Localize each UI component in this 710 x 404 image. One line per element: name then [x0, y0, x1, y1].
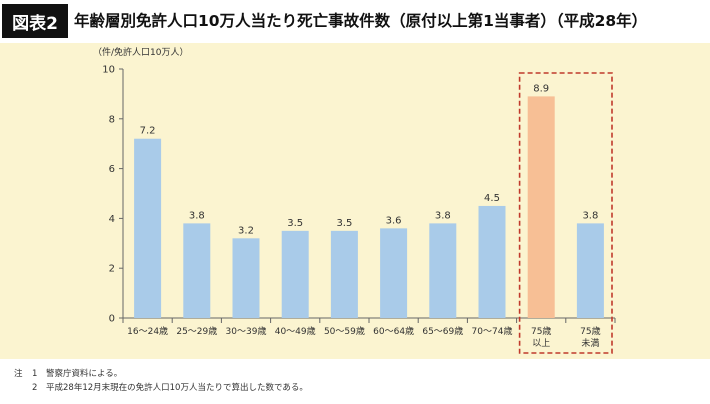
figure-header: 図表2 年齢層別免許人口10万人当たり死亡事故件数（原付以上第1当事者）（平成2…: [0, 0, 710, 42]
bar-value-label: 3.8: [435, 210, 451, 221]
y-tick-label: 4: [109, 214, 115, 225]
footnotes: 注 1 警察庁資料による。 2 平成28年12月末現在の免許人口10万人当たりで算出し…: [14, 367, 308, 395]
footnote-number: 1: [32, 369, 38, 379]
x-tick-label: 16～24歳: [127, 325, 168, 337]
x-tick-label: 以上: [532, 338, 550, 349]
bar: [380, 228, 408, 318]
bar: [281, 230, 309, 318]
x-tick-label: 60～64歳: [373, 325, 414, 337]
figure-badge: 図表2: [2, 4, 68, 38]
y-tick-label: 0: [109, 314, 115, 325]
bar: [134, 138, 162, 318]
x-tick-label: 40～49歳: [275, 325, 316, 337]
bar: [527, 96, 555, 318]
x-tick-label: 75歳: [531, 325, 551, 337]
footnote-text: 平成28年12月末現在の免許人口10万人当たりで算出した数である。: [46, 383, 308, 393]
figure-title: 年齢層別免許人口10万人当たり死亡事故件数（原付以上第1当事者）（平成28年）: [74, 12, 648, 30]
y-tick-label: 2: [109, 264, 115, 275]
footnote-text: 警察庁資料による。: [46, 369, 123, 379]
bar-value-label: 3.6: [386, 215, 402, 226]
highlight-box: [518, 72, 613, 354]
chart-panel: （件/免許人口10万人） 0 2 4 6 8 10 7.2 16～24歳 3.8 25～29歳 3.2…: [0, 43, 710, 359]
x-tick-label: 50～59歳: [324, 325, 365, 337]
bar: [183, 223, 211, 318]
footnote-number: 2: [32, 383, 38, 393]
bar: [232, 238, 260, 318]
bar-value-label: 7.2: [140, 126, 156, 137]
bar: [330, 230, 358, 318]
bar-chart: （件/免許人口10万人） 0 2 4 6 8 10 7.2 16～24歳 3.8 25～29歳 3.2…: [93, 46, 616, 354]
x-tick-label: 25～29歳: [176, 325, 217, 337]
footnote-tag: 注: [14, 369, 23, 379]
bar: [478, 205, 506, 318]
y-unit-label: （件/免許人口10万人）: [93, 46, 189, 58]
y-tick-label: 10: [102, 65, 115, 76]
y-tick-label: 8: [109, 114, 115, 125]
x-tick-label: 75歳: [580, 325, 600, 337]
footnote-1: 注 1 警察庁資料による。: [14, 367, 308, 381]
bar: [576, 223, 604, 318]
x-tick-label: 70～74歳: [472, 325, 513, 337]
bar-value-label: 8.9: [533, 83, 549, 94]
bar-value-label: 4.5: [484, 193, 500, 204]
bar-value-label: 3.5: [336, 218, 352, 229]
y-tick-label: 6: [109, 164, 115, 175]
x-tick-label: 未満: [581, 337, 599, 349]
bar-value-label: 3.5: [287, 218, 303, 229]
bar: [429, 223, 457, 318]
footnote-2: 2 平成28年12月末現在の免許人口10万人当たりで算出した数である。: [14, 381, 308, 395]
x-tick-label: 30～39歳: [226, 325, 267, 337]
bar-value-label: 3.8: [582, 210, 598, 221]
x-tick-label: 65～69歳: [422, 325, 463, 337]
bar-value-label: 3.8: [189, 210, 205, 221]
bar-value-label: 3.2: [238, 225, 254, 236]
